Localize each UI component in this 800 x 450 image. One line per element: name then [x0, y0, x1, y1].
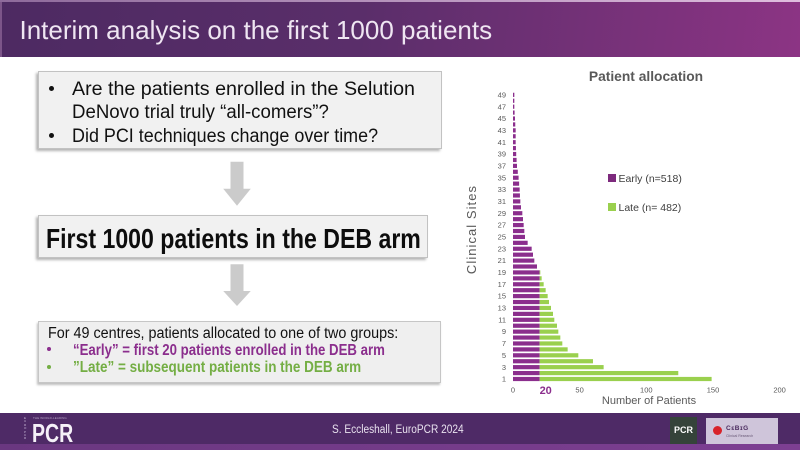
svg-text:Number of Patients: Number of Patients — [602, 395, 697, 407]
svg-text:25: 25 — [498, 233, 506, 242]
svg-text:17: 17 — [498, 280, 506, 289]
svg-text:50: 50 — [575, 386, 583, 395]
svg-text:41: 41 — [498, 138, 506, 147]
svg-text:0: 0 — [511, 386, 515, 395]
svg-text:39: 39 — [498, 150, 506, 159]
svg-text:Late (n= 482): Late (n= 482) — [619, 202, 682, 214]
svg-text:100: 100 — [640, 386, 653, 395]
svg-text:23: 23 — [498, 244, 506, 253]
svg-text:21: 21 — [498, 256, 506, 265]
svg-text:20: 20 — [540, 385, 552, 397]
svg-text:Early (n=518): Early (n=518) — [619, 173, 682, 185]
svg-text:27: 27 — [498, 221, 506, 230]
svg-text:43: 43 — [498, 126, 506, 135]
svg-text:200: 200 — [773, 386, 786, 395]
svg-text:11: 11 — [498, 315, 506, 324]
svg-text:9: 9 — [502, 327, 506, 336]
svg-text:15: 15 — [498, 292, 506, 301]
svg-text:31: 31 — [498, 197, 506, 206]
svg-text:35: 35 — [498, 173, 506, 182]
svg-text:49: 49 — [498, 90, 506, 99]
svg-text:37: 37 — [498, 161, 506, 170]
svg-text:13: 13 — [498, 304, 506, 313]
svg-text:33: 33 — [498, 185, 506, 194]
svg-text:45: 45 — [498, 114, 506, 123]
svg-text:47: 47 — [498, 102, 506, 111]
svg-text:3: 3 — [502, 363, 506, 372]
svg-text:150: 150 — [707, 386, 720, 395]
svg-text:19: 19 — [498, 268, 506, 277]
svg-text:Clinical Sites: Clinical Sites — [464, 185, 479, 274]
svg-text:5: 5 — [502, 351, 506, 360]
svg-text:Patient allocation: Patient allocation — [589, 69, 703, 84]
svg-text:29: 29 — [498, 209, 506, 218]
svg-text:1: 1 — [502, 375, 506, 384]
svg-text:7: 7 — [502, 339, 506, 348]
